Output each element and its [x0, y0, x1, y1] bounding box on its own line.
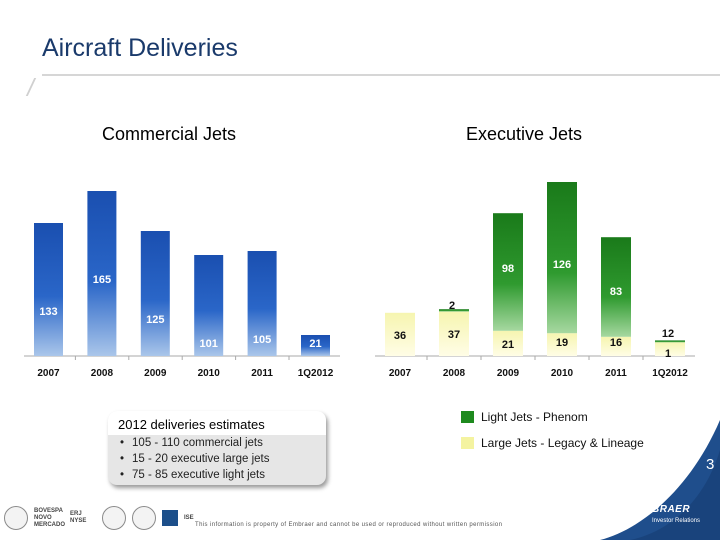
- legend-light-jets: Light Jets - Phenom: [461, 410, 588, 424]
- slide-title: Aircraft Deliveries: [42, 34, 238, 62]
- nyse-logo-text: ERJ NYSE: [70, 511, 87, 524]
- ise-logo-icon: [162, 510, 178, 526]
- executive-light-label: 126: [553, 259, 571, 271]
- commercial-tick-label: 2011: [251, 368, 273, 379]
- executive-large-bar: [439, 311, 469, 356]
- estimates-box: 2012 deliveries estimates 105 - 110 comm…: [108, 411, 326, 485]
- executive-large-label: 12: [662, 328, 674, 340]
- estimates-list: 105 - 110 commercial jets 15 - 20 execut…: [120, 435, 269, 483]
- commercial-bar: [247, 251, 277, 356]
- estimates-title-bg: [108, 411, 326, 435]
- commercial-bar: [34, 223, 63, 356]
- commercial-tick-label: 2010: [198, 368, 221, 379]
- executive-light-bar: [493, 213, 523, 331]
- executive-tick-label: 2010: [551, 368, 574, 379]
- executive-light-bar: [439, 309, 469, 312]
- executive-light-label: 83: [610, 286, 622, 298]
- executive-chart-title: Executive Jets: [466, 124, 583, 144]
- executive-large-label: 16: [610, 337, 622, 349]
- executive-light-label: 98: [502, 263, 514, 275]
- estimates-title: 2012 deliveries estimates: [118, 417, 265, 432]
- executive-light-label: 2: [449, 300, 455, 312]
- legend-large-swatch: [461, 437, 474, 449]
- executive-large-bar: [493, 330, 523, 356]
- executive-tick-label: 1Q2012: [652, 368, 688, 379]
- commercial-tick-label: 2007: [37, 368, 60, 379]
- legend-light-label: Light Jets - Phenom: [481, 410, 588, 424]
- commercial-bar-label: 101: [200, 338, 218, 350]
- legend-large-jets: Large Jets - Legacy & Lineage: [461, 436, 644, 450]
- commercial-bar-label: 165: [93, 274, 111, 286]
- executive-large-label: 19: [556, 337, 568, 349]
- executive-light-bar: [655, 340, 685, 343]
- commercial-bar-label: 133: [39, 306, 57, 318]
- commercial-tick-label: 2009: [144, 368, 167, 379]
- executive-large-label: 21: [502, 339, 514, 351]
- executive-large-bar: [655, 341, 685, 356]
- executive-large-label: 37: [448, 329, 460, 341]
- executive-light-bar: [547, 182, 577, 334]
- commercial-tick-label: 2008: [91, 368, 114, 379]
- commercial-tick-label: 1Q2012: [298, 368, 334, 379]
- executive-tick-label: 2007: [389, 368, 412, 379]
- commercial-bar-label: 105: [253, 334, 271, 346]
- estimate-item: 105 - 110 commercial jets: [120, 435, 269, 451]
- estimate-item: 75 - 85 executive light jets: [120, 467, 269, 483]
- title-divider: [42, 74, 720, 76]
- legend-light-swatch: [461, 411, 474, 423]
- executive-light-bar: [601, 237, 631, 337]
- index-logo-icon: [132, 506, 156, 530]
- executive-large-bar: [547, 333, 577, 356]
- commercial-bar: [301, 335, 330, 356]
- corner-graphic: [600, 420, 720, 540]
- commercial-bar: [87, 191, 117, 356]
- exchange-logos: BOVESPA NOVO MERCADO ERJ NYSE ISE: [4, 506, 194, 530]
- ise-logo-text: ISE: [184, 514, 194, 521]
- executive-tick-label: 2009: [497, 368, 520, 379]
- estimate-item: 15 - 20 executive large jets: [120, 451, 269, 467]
- bovespa-logo-text: BOVESPA NOVO MERCADO: [34, 507, 65, 528]
- commercial-bar: [194, 255, 224, 356]
- executive-large-bar: [385, 312, 415, 356]
- commercial-chart-title: Commercial Jets: [102, 124, 237, 144]
- un-logo-icon: [102, 506, 126, 530]
- executive-tick-label: 2011: [605, 368, 627, 379]
- brand-logo: EMBRAER: [636, 504, 691, 515]
- executive-light-label: 1: [665, 348, 671, 360]
- disclaimer: This information is property of Embraer …: [195, 522, 503, 528]
- executive-tick-label: 2008: [443, 368, 466, 379]
- bovespa-logo-icon: [4, 506, 28, 530]
- page-number: 3: [706, 456, 715, 473]
- commercial-bar-label: 125: [146, 314, 164, 326]
- commercial-bar: [140, 231, 170, 356]
- legend-large-label: Large Jets - Legacy & Lineage: [481, 436, 644, 450]
- brand-subtitle: Investor Relations: [652, 518, 701, 524]
- commercial-bar-label: 21: [309, 338, 321, 350]
- executive-large-bar: [601, 336, 631, 356]
- executive-large-label: 36: [394, 330, 406, 342]
